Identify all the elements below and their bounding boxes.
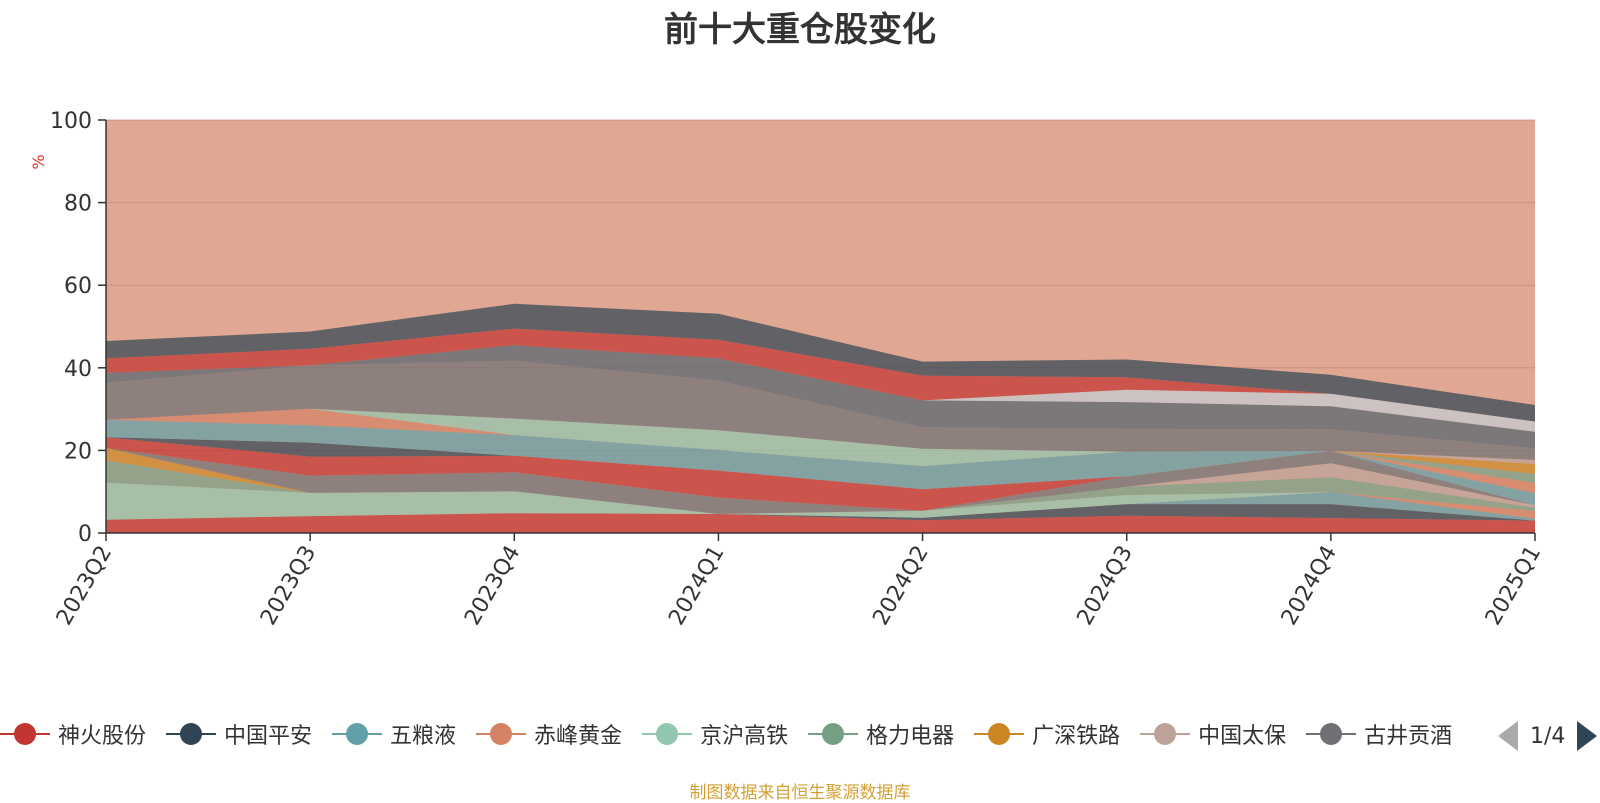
y-tick-label: 0: [78, 522, 92, 547]
legend-label: 格力电器: [866, 724, 955, 749]
x-tick-label: 2023Q4: [460, 542, 525, 630]
chart-plot: 0 20 40 60 80 100 2023Q2 2023Q3 2023Q4 2024Q1 2024…: [29, 109, 1546, 630]
legend-prev-page-icon[interactable]: [1498, 721, 1518, 751]
legend-item[interactable]: 赤峰黄金: [476, 710, 622, 758]
y-axis-label: %: [29, 154, 48, 169]
legend-label: 赤峰黄金: [534, 724, 623, 749]
area-series-1: [106, 513, 1535, 533]
area-series-14: [106, 408, 1535, 483]
x-tick-label: 2023Q2: [52, 542, 117, 630]
legend-item[interactable]: 格力电器: [808, 710, 954, 758]
x-tick-label: 2024Q4: [1277, 542, 1342, 630]
area-series-10: [106, 437, 1535, 511]
legend-item[interactable]: 神火股份: [0, 710, 146, 758]
area-series-12: [106, 419, 1535, 506]
legend-item[interactable]: 五粮液: [332, 710, 456, 758]
legend-marker-icon: [332, 722, 383, 746]
area-series-9: [106, 447, 1535, 514]
area-series-19: [106, 345, 1535, 449]
legend-marker-icon: [476, 722, 527, 746]
legend-pager: 1/4: [1498, 716, 1598, 756]
legend-label: 京沪高铁: [700, 724, 789, 749]
area-series-21: [106, 328, 1535, 422]
legend-next-page-icon[interactable]: [1577, 721, 1598, 751]
legend-marker-icon: [808, 722, 859, 746]
x-tick-label: 2023Q3: [256, 542, 321, 630]
y-tick-label: 100: [50, 109, 92, 134]
y-tick-label: 80: [64, 192, 92, 217]
legend-page-indicator: 1/4: [1530, 723, 1566, 749]
legend: 神火股份 中国平安 五粮液 赤峰黄金 京沪高铁 格力电器 广深铁路 中国太保 古井贡酒: [0, 710, 1460, 758]
legend-label: 中国平安: [224, 724, 313, 749]
legend-item[interactable]: 古井贡酒: [1306, 710, 1452, 758]
source-note: 制图数据来自恒生聚源数据库: [689, 783, 911, 803]
legend-item[interactable]: 中国平安: [166, 710, 312, 758]
area-series-2: [106, 504, 1535, 521]
area-series-8: [106, 447, 1535, 514]
legend-marker-icon: [0, 722, 50, 746]
area-series-13: [106, 408, 1535, 493]
area-series-6: [106, 460, 1535, 514]
legend-marker-icon: [1306, 722, 1357, 746]
legend-label: 中国太保: [1198, 724, 1287, 749]
legend-marker-icon: [166, 722, 217, 746]
x-tick-label: 2025Q1: [1481, 542, 1546, 630]
legend-marker-icon: [1140, 722, 1191, 746]
x-tick-label: 2024Q3: [1073, 542, 1138, 630]
legend-label: 神火股份: [58, 724, 147, 749]
legend-label: 五粮液: [390, 724, 457, 749]
legend-label: 广深铁路: [1032, 724, 1121, 749]
legend-marker-icon: [974, 722, 1025, 746]
y-tick-label: 20: [64, 439, 92, 464]
area-series-18: [106, 360, 1535, 460]
legend-marker-icon: [642, 722, 693, 746]
area-series-5: [106, 482, 1535, 520]
legend-item[interactable]: 中国太保: [1140, 710, 1286, 758]
y-tick-label: 40: [64, 357, 92, 382]
stacked-areas: [106, 303, 1535, 533]
chart-title: 前十大重仓股变化: [664, 10, 936, 50]
x-tick-label: 2024Q1: [664, 542, 729, 630]
area-series-22: [106, 303, 1535, 422]
legend-item[interactable]: 广深铁路: [974, 710, 1120, 758]
y-tick-label: 60: [64, 274, 92, 299]
area-series-11: [106, 437, 1535, 506]
x-tick-label: 2024Q2: [868, 542, 933, 630]
legend-label: 古井贡酒: [1364, 724, 1453, 749]
legend-item[interactable]: 京沪高铁: [642, 710, 788, 758]
